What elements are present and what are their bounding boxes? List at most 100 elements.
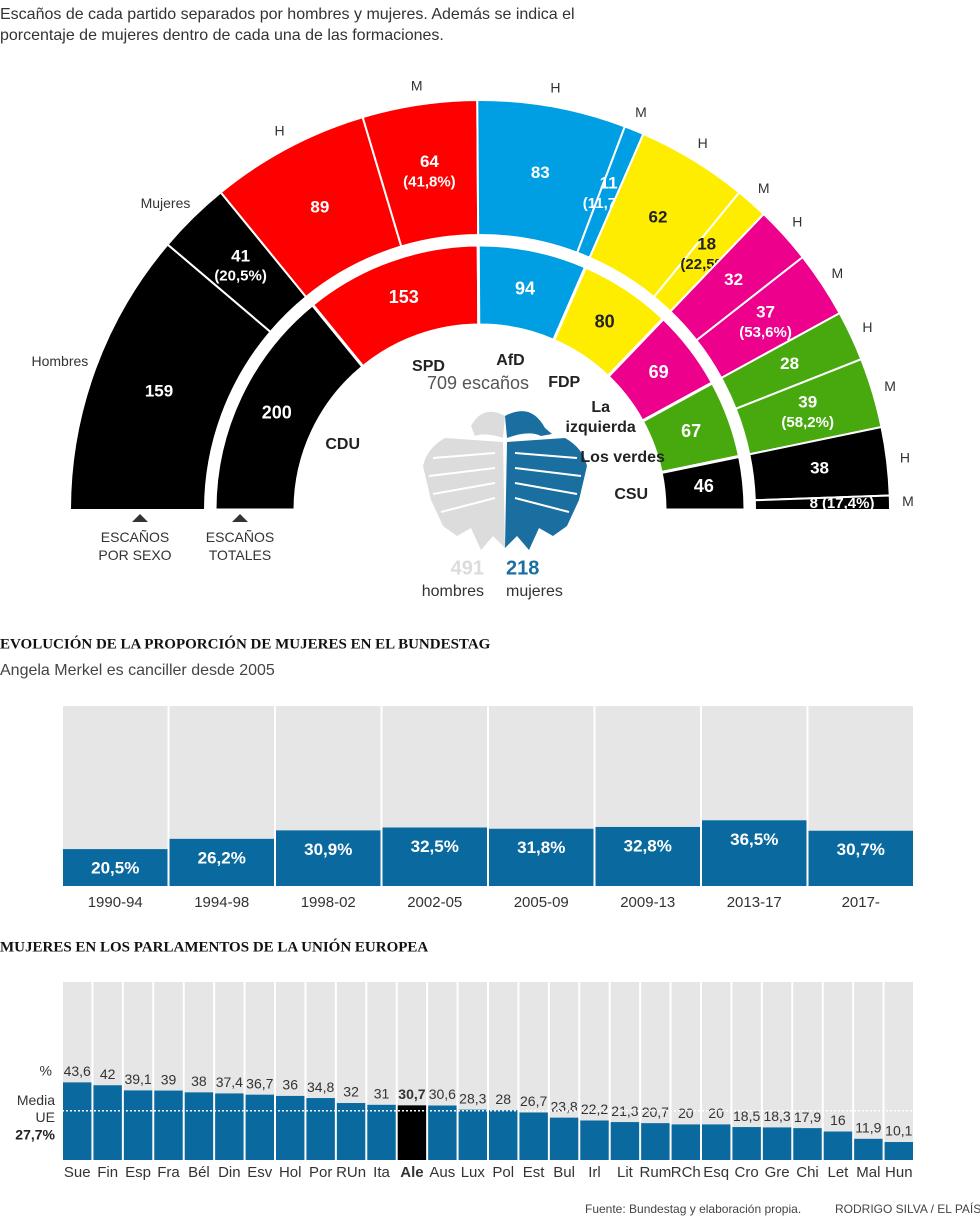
total-name: mujeres — [506, 583, 563, 600]
bar — [823, 1131, 853, 1160]
seat-label: 39 — [798, 393, 817, 412]
value-label: 18,3 — [763, 1108, 790, 1124]
seat-label: 46 — [694, 476, 714, 496]
value-label: 42 — [100, 1066, 116, 1082]
x-tick-label: Aus — [429, 1164, 455, 1181]
caption-arrow — [232, 514, 248, 522]
bar — [671, 1124, 700, 1160]
bar — [123, 1090, 153, 1160]
seat-label: 28 — [780, 354, 799, 373]
x-tick-label: Sue — [64, 1164, 91, 1181]
value-label: 30,9% — [304, 840, 352, 859]
party-name: Los verdes — [580, 448, 665, 466]
bar — [595, 826, 700, 886]
x-tick-label: Pol — [492, 1164, 514, 1181]
value-label: 30,7% — [837, 840, 885, 859]
chart-title: MUJERES EN LOS PARLAMENTOS DE LA UNIÓN E… — [0, 938, 428, 955]
bar — [732, 1127, 761, 1160]
bar — [702, 1124, 731, 1160]
caption-arrow — [132, 514, 148, 522]
x-tick-label: Hol — [279, 1164, 302, 1181]
x-tick-label: Mal — [856, 1164, 880, 1181]
chart-title: EVOLUCIÓN DE LA PROPORCIÓN DE MUJERES EN… — [0, 635, 491, 652]
value-label: 39 — [161, 1071, 177, 1087]
total-count: 218 — [506, 557, 539, 579]
bar-background — [823, 982, 853, 1160]
value-label: 32 — [343, 1084, 359, 1100]
x-tick-label: Fin — [97, 1164, 118, 1181]
inner-caption: ESCAÑOS TOTALES — [205, 529, 275, 563]
bar — [428, 1105, 457, 1160]
pct-label: (17,4%) — [822, 495, 875, 512]
x-tick-label: RCh — [671, 1164, 701, 1181]
seat-label: 32 — [724, 270, 743, 289]
seat-label: 200 — [262, 402, 292, 422]
seat-label: 37 — [756, 302, 775, 321]
x-tick-label: Let — [827, 1164, 849, 1181]
bar — [489, 828, 594, 886]
bar — [215, 1093, 244, 1160]
party-name: CDU — [325, 435, 360, 453]
value-label: 31,8% — [517, 838, 565, 857]
sex-label: H — [550, 79, 560, 95]
value-label: 20 — [678, 1105, 694, 1121]
bar — [93, 1085, 122, 1160]
bar — [519, 1112, 548, 1160]
sex-label: H — [900, 450, 910, 466]
x-tick-label: Cro — [735, 1164, 759, 1181]
x-tick-label: 1998-02 — [301, 894, 356, 911]
value-label: 17,9 — [794, 1109, 821, 1125]
bar — [245, 1094, 274, 1160]
bar — [63, 849, 168, 886]
x-tick-label: Rum — [640, 1164, 672, 1181]
bar — [762, 1127, 792, 1160]
x-tick-label: Ale — [400, 1164, 423, 1181]
credit: RODRIGO SILVA / EL PAÍS — [835, 1201, 980, 1216]
value-label: 21,3 — [611, 1103, 638, 1119]
bar — [641, 1123, 670, 1160]
sex-label: M — [635, 104, 647, 120]
x-tick-label: Hun — [885, 1164, 913, 1181]
value-label: 28 — [495, 1091, 511, 1107]
bar — [702, 820, 807, 886]
x-tick-label: RUn — [336, 1164, 366, 1181]
seat-label: 69 — [649, 362, 669, 382]
value-label: 36,7 — [246, 1075, 273, 1091]
value-label: 26,7 — [520, 1093, 547, 1109]
x-tick-label: 2017- — [842, 894, 880, 911]
seat-label: 94 — [515, 278, 535, 298]
bar — [367, 1104, 396, 1160]
sex-label: M — [832, 265, 844, 281]
x-tick-label: Esv — [247, 1164, 273, 1181]
value-label: 11,9 — [855, 1120, 881, 1136]
bar — [793, 1128, 822, 1160]
party-name: SPD — [412, 357, 445, 375]
x-tick-label: Chi — [796, 1164, 819, 1181]
value-label: 16 — [830, 1112, 846, 1128]
x-tick-label: Irl — [588, 1164, 601, 1181]
chart-subtitle: Angela Merkel es canciller desde 2005 — [0, 662, 275, 679]
pct-label: (58,2%) — [781, 414, 834, 431]
value-label: 20,7 — [642, 1104, 669, 1120]
value-label: 20,5% — [91, 859, 139, 878]
bar — [306, 1098, 335, 1160]
bar — [169, 838, 274, 886]
party-name: FDP — [548, 374, 581, 392]
sex-label: M — [902, 493, 914, 509]
x-tick-label: Est — [523, 1164, 546, 1181]
value-label: 43,6 — [64, 1063, 91, 1079]
sex-label: H — [792, 214, 802, 230]
intro-text: Escaños de cada partido separados por ho… — [0, 6, 575, 44]
sex-label: M — [411, 77, 423, 93]
total-count: 491 — [451, 557, 484, 579]
bar-background — [884, 982, 913, 1160]
x-tick-label: Din — [218, 1164, 241, 1181]
bar — [276, 830, 381, 886]
x-tick-label: 1990-94 — [88, 894, 143, 911]
value-label: 10,1 — [885, 1123, 912, 1139]
party-name: La izquierda — [565, 398, 636, 436]
seat-label: 41 — [231, 246, 250, 265]
seat-label: 67 — [681, 421, 701, 441]
bar — [808, 830, 913, 886]
value-label: 32,5% — [411, 837, 459, 856]
